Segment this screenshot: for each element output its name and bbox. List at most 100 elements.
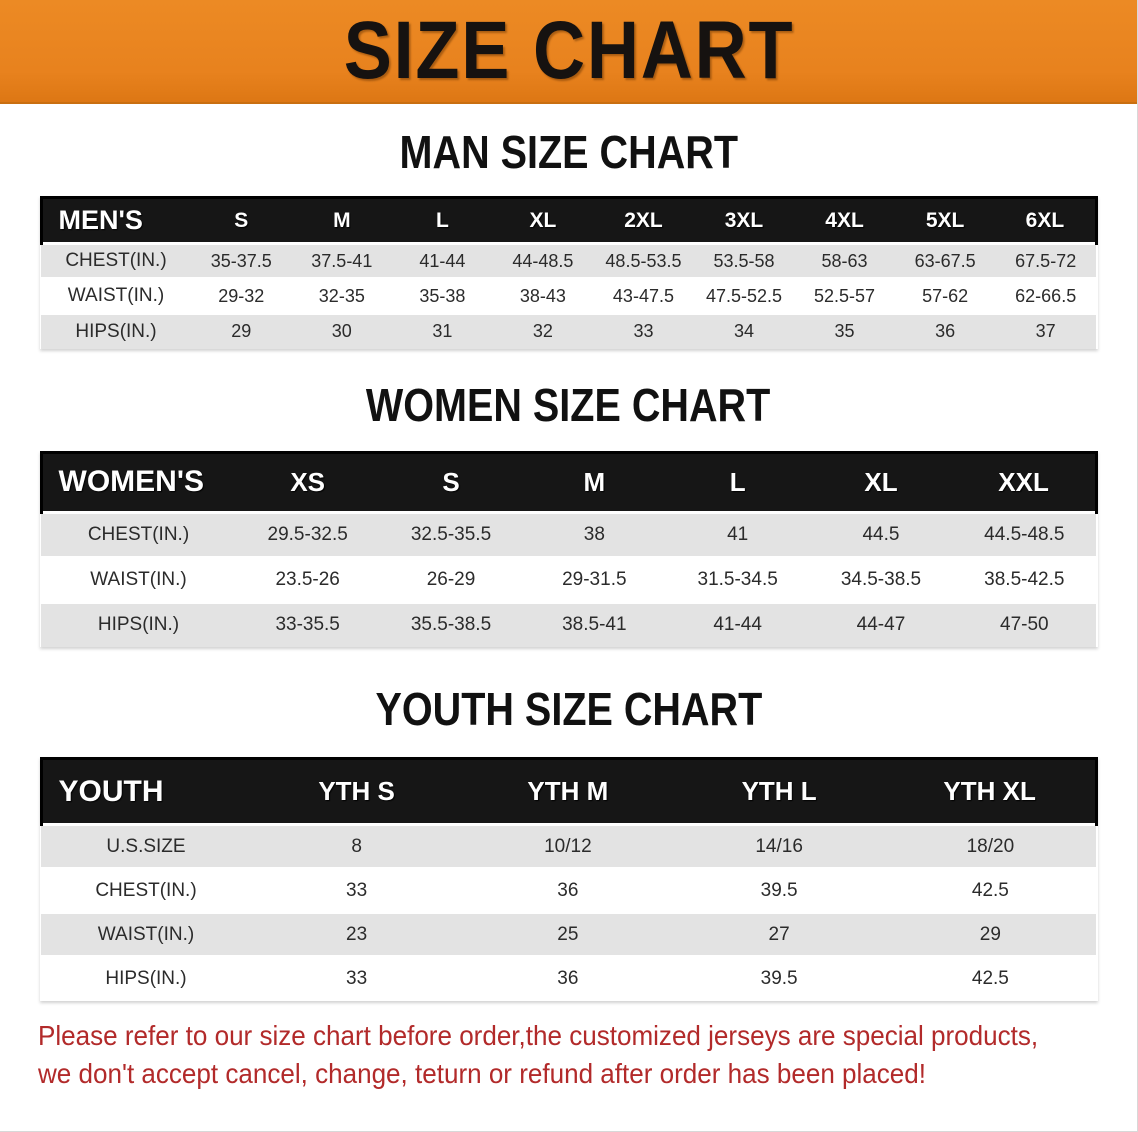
- table-title: YOUTH: [39, 757, 251, 826]
- table-row: HIPS(IN.) 33 36 39.5 42.5: [41, 955, 1096, 1001]
- cell: 53.5-58: [693, 242, 795, 279]
- column-header: 5XL: [894, 196, 996, 245]
- cell: 33: [251, 955, 463, 1001]
- column-header: M: [522, 450, 666, 513]
- cell: 57-62: [894, 277, 996, 314]
- cell: 36: [462, 955, 674, 1001]
- youth-section-heading-text: YOUTH SIZE CHART: [375, 683, 762, 735]
- row-label: CHEST(IN.): [41, 867, 251, 913]
- cell: 34: [693, 312, 795, 349]
- row-label: HIPS(IN.): [41, 955, 251, 1001]
- column-header: YTH S: [251, 757, 463, 826]
- row-label: WAIST(IN.): [41, 911, 251, 957]
- column-header: YTH M: [462, 757, 674, 826]
- cell: 39.5: [673, 955, 885, 1001]
- cell: 29: [884, 911, 1096, 957]
- table-row: WAIST(IN.) 23.5-26 26-29 29-31.5 31.5-34.5 34…: [41, 555, 1096, 602]
- cell: 31: [392, 312, 493, 349]
- cell: 32: [492, 312, 594, 349]
- cell: 38.5-41: [522, 600, 666, 647]
- table-header-row: WOMEN'S XS S M L XL XXL: [39, 450, 1098, 513]
- man-size-chart-section: MAN SIZE CHART MEN'S S M L XL 2XL 3XL 4XL 5XL 6XL…: [0, 126, 1137, 349]
- cell: 30: [291, 312, 393, 349]
- row-label: WAIST(IN.): [41, 277, 191, 314]
- cell: 27: [673, 911, 885, 957]
- cell: 29.5-32.5: [236, 510, 380, 557]
- cell: 38: [522, 510, 666, 557]
- column-header: 2XL: [593, 196, 694, 245]
- cell: 44-47: [809, 600, 953, 647]
- table-row: WAIST(IN.) 29-32 32-35 35-38 38-43 43-47.5 47.…: [41, 277, 1096, 314]
- cell: 32.5-35.5: [379, 510, 523, 557]
- cell: 58-63: [794, 242, 895, 279]
- table-row: CHEST(IN.) 29.5-32.5 32.5-35.5 38 41 44.5 44.5…: [41, 510, 1096, 557]
- table-header-row: MEN'S S M L XL 2XL 3XL 4XL 5XL 6XL: [39, 196, 1098, 245]
- column-header: L: [392, 196, 493, 245]
- row-label: HIPS(IN.): [41, 312, 191, 349]
- cell: 35.5-38.5: [379, 600, 523, 647]
- cell: 42.5: [884, 955, 1096, 1001]
- cell: 38-43: [492, 277, 594, 314]
- table-row: CHEST(IN.) 35-37.5 37.5-41 41-44 44-48.5 48.5…: [41, 242, 1096, 279]
- banner: SIZE CHART: [0, 0, 1137, 104]
- cell: 26-29: [379, 555, 523, 602]
- disclaimer: Please refer to our size chart before or…: [0, 1017, 1137, 1093]
- cell: 37.5-41: [291, 242, 393, 279]
- table-title: MEN'S: [39, 196, 191, 245]
- table-row: HIPS(IN.) 29 30 31 32 33 34 35 36 37: [41, 312, 1096, 349]
- column-header: L: [665, 450, 810, 513]
- column-header: S: [379, 450, 523, 513]
- cell: 36: [894, 312, 996, 349]
- man-section-heading: MAN SIZE CHART: [0, 126, 1137, 178]
- cell: 44-48.5: [492, 242, 594, 279]
- women-section-heading-text: WOMEN SIZE CHART: [366, 378, 771, 431]
- cell: 33: [593, 312, 694, 349]
- column-header: 6XL: [995, 196, 1098, 245]
- cell: 23.5-26: [236, 555, 380, 602]
- cell: 32-35: [291, 277, 393, 314]
- cell: 47.5-52.5: [693, 277, 795, 314]
- column-header: XS: [236, 450, 380, 513]
- cell: 18/20: [884, 823, 1096, 869]
- men-size-table: MEN'S S M L XL 2XL 3XL 4XL 5XL 6XL CHEST(IN.) 35-37…: [39, 196, 1098, 349]
- table-title: WOMEN'S: [39, 450, 236, 513]
- row-label: HIPS(IN.): [41, 600, 236, 647]
- cell: 33-35.5: [236, 600, 380, 647]
- page-title: SIZE CHART: [343, 5, 794, 96]
- column-header: XL: [492, 196, 594, 245]
- cell: 35-37.5: [191, 242, 292, 279]
- cell: 35: [794, 312, 895, 349]
- women-size-table: WOMEN'S XS S M L XL XXL CHEST(IN.) 29.5-32.5 32.5…: [39, 450, 1098, 647]
- cell: 35-38: [392, 277, 493, 314]
- cell: 38.5-42.5: [952, 555, 1096, 602]
- cell: 25: [462, 911, 674, 957]
- row-label: WAIST(IN.): [41, 555, 236, 602]
- cell: 41: [665, 510, 810, 557]
- women-section-heading: WOMEN SIZE CHART: [0, 379, 1137, 431]
- cell: 47-50: [952, 600, 1096, 647]
- cell: 48.5-53.5: [593, 242, 694, 279]
- cell: 41-44: [392, 242, 493, 279]
- table-row: CHEST(IN.) 33 36 39.5 42.5: [41, 867, 1096, 913]
- column-header: YTH XL: [884, 757, 1098, 826]
- cell: 37: [995, 312, 1096, 349]
- cell: 43-47.5: [593, 277, 694, 314]
- cell: 10/12: [462, 823, 674, 869]
- cell: 8: [251, 823, 463, 869]
- column-header: XXL: [952, 450, 1098, 513]
- column-header: XL: [809, 450, 953, 513]
- row-label: CHEST(IN.): [41, 510, 236, 557]
- cell: 36: [462, 867, 674, 913]
- cell: 62-66.5: [995, 277, 1096, 314]
- row-label: CHEST(IN.): [41, 242, 191, 279]
- youth-size-chart-section: YOUTH SIZE CHART YOUTH YTH S YTH M YTH L YTH…: [0, 683, 1137, 1001]
- cell: 41-44: [665, 600, 810, 647]
- column-header: YTH L: [673, 757, 885, 826]
- cell: 29: [191, 312, 292, 349]
- cell: 29-31.5: [522, 555, 666, 602]
- disclaimer-line-2: we don't accept cancel, change, teturn o…: [38, 1057, 927, 1089]
- cell: 14/16: [673, 823, 885, 869]
- disclaimer-line-1: Please refer to our size chart before or…: [38, 1019, 1039, 1051]
- cell: 63-67.5: [894, 242, 996, 279]
- man-section-heading-text: MAN SIZE CHART: [399, 126, 738, 178]
